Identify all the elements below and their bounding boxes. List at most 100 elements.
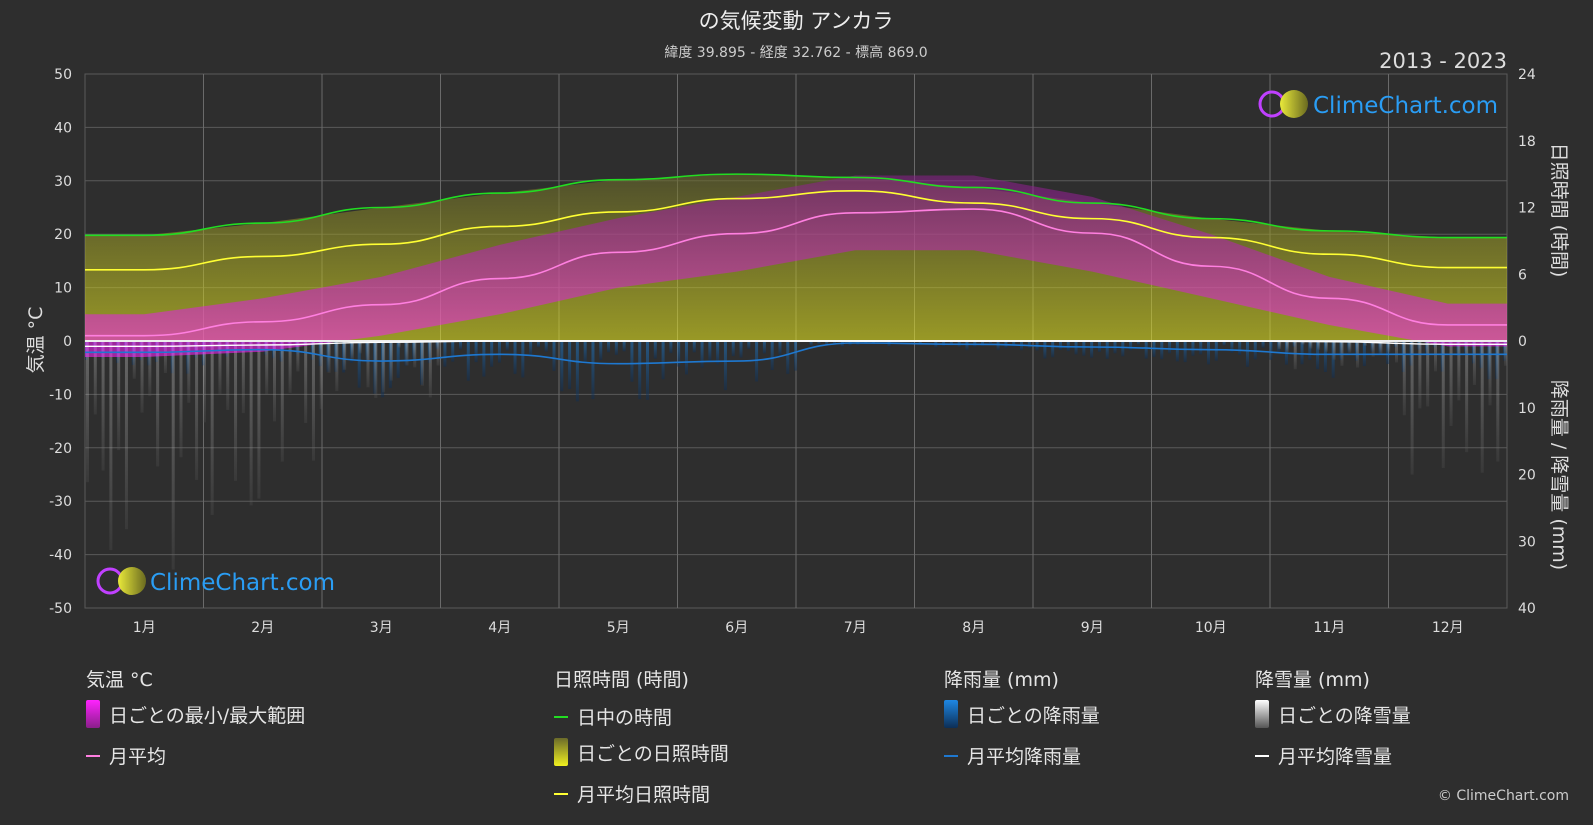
snow-bar bbox=[382, 341, 386, 393]
snow-bar bbox=[1363, 341, 1367, 346]
snow-bar bbox=[1496, 341, 1500, 462]
snow-bar bbox=[335, 341, 339, 392]
rain-bar bbox=[1082, 341, 1086, 356]
snow-bar bbox=[1480, 341, 1484, 473]
rain-bar bbox=[669, 341, 673, 354]
rain-bar bbox=[1386, 341, 1390, 365]
legend-rain-avg: 月平均降雨量 bbox=[944, 742, 1081, 769]
snow-bar bbox=[428, 341, 432, 398]
rain-bar bbox=[825, 341, 829, 346]
temp-range-swatch-icon bbox=[86, 700, 100, 728]
snow-bar bbox=[1278, 341, 1282, 350]
watermark-logo-bottom: ClimeChart.com bbox=[96, 567, 335, 596]
copyright: © ClimeChart.com bbox=[1437, 788, 1569, 804]
snow-avg-swatch-icon bbox=[1255, 754, 1269, 757]
rain-bar bbox=[996, 341, 1000, 351]
right-precip-tick-label: 30 bbox=[1518, 534, 1536, 550]
snow-bar bbox=[1449, 341, 1453, 427]
snow-bar bbox=[358, 341, 362, 354]
legend-sunshine-avg: 月平均日照時間 bbox=[554, 780, 710, 807]
rain-bar bbox=[1129, 341, 1133, 351]
rain-bar bbox=[529, 341, 533, 356]
snow-bar bbox=[132, 341, 136, 379]
snow-bar bbox=[1293, 341, 1297, 370]
left-tick-label: 20 bbox=[54, 227, 72, 243]
rain-avg-line bbox=[85, 342, 1507, 365]
daily-temp-range-area bbox=[85, 175, 1507, 358]
daily-snow-bars bbox=[86, 341, 1508, 570]
snow-bar bbox=[374, 341, 378, 399]
logo-sun-icon bbox=[1280, 90, 1308, 118]
rain-bar bbox=[505, 341, 509, 351]
month-tick-label: 5月 bbox=[607, 620, 630, 636]
legend-sun-heading: 日照時間 (時間) bbox=[554, 669, 689, 691]
snow-bar bbox=[304, 341, 308, 424]
rain-bar bbox=[692, 341, 696, 353]
rain-bar bbox=[1269, 341, 1273, 360]
snow-bar bbox=[1472, 341, 1476, 386]
rain-bar bbox=[568, 341, 572, 390]
month-tick-label: 1月 bbox=[133, 620, 156, 636]
left-tick-label: 0 bbox=[63, 334, 72, 350]
legend-snow-heading: 降雪量 (mm) bbox=[1255, 669, 1370, 691]
rain-bar bbox=[778, 341, 782, 355]
rain-bar bbox=[747, 341, 751, 350]
snow-bar bbox=[1301, 341, 1305, 345]
snow-bar bbox=[1340, 341, 1344, 366]
snow-bar bbox=[1309, 341, 1313, 349]
rain-bar bbox=[988, 341, 992, 344]
snow-bar bbox=[140, 341, 144, 413]
snow-bar bbox=[202, 341, 206, 423]
chart-subtitle: 緯度 39.895 - 経度 32.762 - 標高 869.0 bbox=[664, 44, 927, 61]
rain-bar bbox=[794, 341, 798, 371]
snow-bar bbox=[319, 341, 323, 410]
rain-bar bbox=[1245, 341, 1249, 367]
rain-bar bbox=[583, 341, 587, 364]
rain-bar bbox=[981, 341, 985, 346]
snow-bar bbox=[257, 341, 261, 499]
temp-avg-swatch-icon bbox=[86, 754, 100, 757]
left-tick-label: -50 bbox=[49, 601, 72, 617]
right-sun-tick-label: 6 bbox=[1518, 267, 1527, 283]
left-tick-label: -20 bbox=[49, 441, 72, 457]
temp-avg-line bbox=[84, 208, 1507, 337]
rain-bar bbox=[544, 341, 548, 352]
rain-bar bbox=[638, 341, 642, 400]
year-range: 2013 - 2023 bbox=[1379, 49, 1507, 73]
rain-bar bbox=[1323, 341, 1327, 373]
legend-temp-range: 日ごとの最小/最大範囲 bbox=[86, 700, 305, 728]
rain-bar bbox=[630, 341, 634, 382]
legend-daylight-label: 日中の時間 bbox=[577, 707, 673, 729]
right-precip-tick-label: 10 bbox=[1518, 401, 1536, 417]
rain-bar bbox=[1214, 341, 1218, 361]
rain-bar bbox=[739, 341, 743, 358]
rain-bar bbox=[1090, 341, 1094, 358]
rain-bar bbox=[536, 341, 540, 348]
month-tick-label: 6月 bbox=[725, 620, 748, 636]
legend-daylight: 日中の時間 bbox=[554, 703, 672, 730]
snow-bar bbox=[273, 341, 277, 422]
rain-bar bbox=[1160, 341, 1164, 360]
month-tick-label: 7月 bbox=[844, 620, 867, 636]
month-tick-label: 10月 bbox=[1195, 620, 1227, 636]
right-sun-tick-label: 0 bbox=[1518, 334, 1527, 350]
rain-bar bbox=[700, 341, 704, 368]
rain-bar bbox=[770, 341, 774, 371]
daylight-line bbox=[85, 173, 1507, 239]
snow-bar bbox=[117, 341, 121, 451]
snow-bar bbox=[226, 341, 230, 410]
snow-bar bbox=[1418, 341, 1422, 409]
rain-bar bbox=[1168, 341, 1172, 354]
left-tick-label: 40 bbox=[54, 120, 72, 136]
series-lines bbox=[84, 173, 1507, 365]
snow-bar bbox=[234, 341, 238, 481]
snow-bar bbox=[343, 341, 347, 370]
rain-bar bbox=[1058, 341, 1062, 350]
rain-bar bbox=[1222, 341, 1226, 346]
snow-swatch-icon bbox=[1255, 700, 1269, 728]
snow-bar bbox=[1457, 341, 1461, 401]
snow-bar bbox=[1332, 341, 1336, 360]
right-sun-tick-label: 24 bbox=[1518, 67, 1536, 83]
watermark-text-top: ClimeChart.com bbox=[1313, 93, 1498, 119]
snow-bar bbox=[210, 341, 214, 515]
